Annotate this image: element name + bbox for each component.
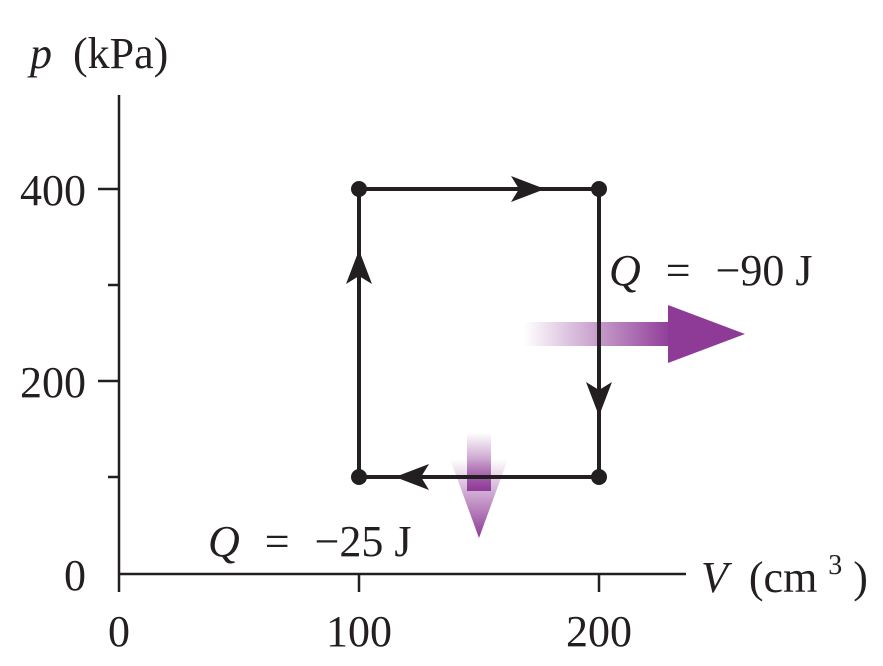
heat-symbol: Q: [208, 517, 240, 566]
direction-arrow-right: [511, 176, 545, 202]
heat-value: −25 J: [315, 517, 412, 566]
x-axis-variable: V: [701, 553, 733, 602]
x-tick-label-100: 100: [326, 607, 392, 656]
x-tick-label-0: 0: [108, 607, 130, 656]
y-tick-label-400: 400: [20, 166, 86, 215]
x-axis-unit-close: ): [853, 553, 868, 602]
heat-label-bottom: Q = −25 J: [208, 517, 412, 566]
state-point-a: [351, 469, 367, 485]
heat-value: −90 J: [716, 246, 813, 295]
heat-symbol: Q: [609, 246, 641, 295]
heat-equals: =: [265, 517, 290, 566]
direction-arrow-down: [586, 382, 612, 416]
direction-arrow-up: [346, 250, 372, 284]
y-tick-label-0: 0: [64, 551, 86, 600]
y-axis-label: p (kPa): [27, 29, 168, 78]
x-tick-label-200: 200: [566, 607, 632, 656]
y-axis-variable: p: [27, 29, 52, 78]
heat-equals: =: [666, 246, 691, 295]
heat-label-right: Q = −90 J: [609, 246, 813, 295]
direction-arrow-left: [395, 464, 429, 490]
y-tick-label-200: 200: [20, 358, 86, 407]
heat-out-arrow-down: [450, 433, 508, 538]
x-axis-label: V (cm 3 ): [701, 535, 868, 602]
heat-out-arrow-right: [524, 305, 745, 363]
y-axis-unit: (kPa): [73, 29, 168, 78]
state-point-b: [351, 181, 367, 197]
x-axis-unit-open: (cm: [749, 553, 817, 602]
state-point-d: [591, 469, 607, 485]
state-point-c: [591, 181, 607, 197]
x-axis-unit-sup: 3: [828, 550, 842, 581]
